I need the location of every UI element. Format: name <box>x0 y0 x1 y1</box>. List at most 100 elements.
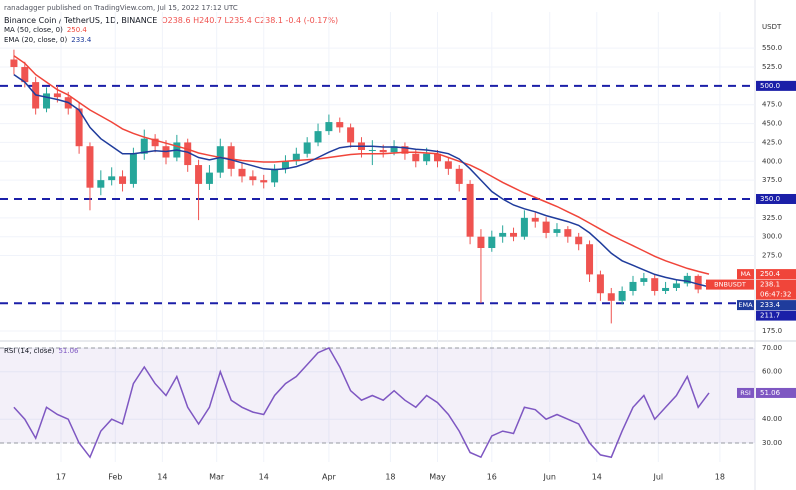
badge-tag-text: EMA <box>738 301 753 309</box>
x-tick-label: Apr <box>322 473 337 482</box>
badge <box>756 300 796 311</box>
candle-body <box>640 278 648 282</box>
candle-body <box>129 153 137 184</box>
legend-name: EMA (20, close, 0) <box>4 36 67 44</box>
candle-body <box>184 142 192 166</box>
badge-text: 250.4 <box>760 270 781 278</box>
y-tick-label: 550.0 <box>762 44 782 52</box>
x-tick-label: Feb <box>108 473 122 482</box>
candle-body <box>423 153 431 162</box>
y-tick-label: 525.0 <box>762 63 782 71</box>
candle-body <box>488 236 496 249</box>
y-tick-label: 475.0 <box>762 101 782 109</box>
candle-body <box>542 221 550 233</box>
y-tick-label: 300.0 <box>762 233 782 241</box>
symbol: Binance Coin / TetherUS, 1D, BINANCE <box>4 16 157 25</box>
candle-body <box>401 146 409 154</box>
badge <box>756 269 796 280</box>
badge-text: 211.7 <box>760 312 780 320</box>
x-tick-label: 16 <box>487 473 497 482</box>
candle-body <box>140 138 148 154</box>
rsi-legend: RSI (14, close) 51.06 <box>4 347 79 355</box>
y-tick-label: 275.0 <box>762 252 782 260</box>
candle-body <box>151 138 159 147</box>
badge-text: 238.1 <box>760 281 780 289</box>
candle-body <box>368 149 376 151</box>
badge-tag-text: BNBUSDT <box>714 281 746 289</box>
candle-body <box>520 217 528 237</box>
candle-body <box>53 93 61 98</box>
x-tick-label: 14 <box>157 473 167 482</box>
candle-body <box>303 142 311 154</box>
indicator-line <box>13 73 710 288</box>
candle-body <box>531 217 539 222</box>
y-tick-label: 425.0 <box>762 138 782 146</box>
candle-body <box>672 283 680 288</box>
candle-body <box>477 236 485 249</box>
badge <box>756 279 796 300</box>
x-tick-label: Jul <box>653 473 664 482</box>
badge-tag <box>737 387 754 398</box>
candle-body <box>434 153 442 162</box>
candle-body <box>379 149 387 153</box>
x-tick-label: May <box>429 473 446 482</box>
y-tick-label: 400.0 <box>762 157 782 165</box>
x-tick-label: Mar <box>209 473 225 482</box>
candle-body <box>86 146 94 188</box>
candle-body <box>281 161 289 169</box>
candle-body <box>662 287 670 291</box>
candle-body <box>651 278 659 291</box>
x-tick-label: 18 <box>715 473 725 482</box>
candle-body <box>108 176 116 181</box>
candle-body <box>347 127 355 143</box>
candle-body <box>596 274 604 294</box>
candle-body <box>390 146 398 153</box>
badge-tag-text: MA <box>740 270 751 278</box>
candle-body <box>510 232 518 237</box>
candle-body <box>564 229 572 237</box>
candle-body <box>238 168 246 177</box>
candle-body <box>260 180 268 183</box>
legend-name: RSI (14, close) <box>4 347 55 355</box>
badge <box>756 80 796 91</box>
rsi-band <box>0 347 755 443</box>
candle-body <box>325 122 333 132</box>
y-tick-label: 70.00 <box>762 344 782 352</box>
legend-value: 51.06 <box>58 347 79 355</box>
candle-body <box>75 108 83 147</box>
candle-body <box>314 131 322 143</box>
candle-body <box>10 59 18 68</box>
y-tick-label: 40.00 <box>762 415 782 423</box>
ohlc: O238.6 H240.7 L235.4 C238.1 -0.4 (-0.17%… <box>161 16 338 25</box>
candle-body <box>119 176 127 184</box>
x-tick-label: Jun <box>542 473 556 482</box>
badge-text: 51.06 <box>760 389 781 397</box>
legend-name: MA (50, close, 0) <box>4 26 63 34</box>
badge <box>756 310 796 321</box>
candle-body <box>216 146 224 173</box>
y-tick-label: 325.0 <box>762 214 782 222</box>
candle-body <box>575 236 583 245</box>
legend-entry: MA (50, close, 0) 250.4 <box>4 26 87 34</box>
candle-body <box>466 183 474 237</box>
indicator-line <box>13 346 710 459</box>
candle-body <box>205 172 213 184</box>
x-tick-label: 18 <box>385 473 395 482</box>
badge-text: 350.0 <box>760 195 780 203</box>
x-tick-label: 14 <box>259 473 269 482</box>
badge-tag <box>737 300 754 311</box>
candle-body <box>683 275 691 284</box>
candle-body <box>553 229 561 233</box>
x-tick-label: 17 <box>56 473 66 482</box>
badge <box>756 193 796 204</box>
candle-body <box>21 67 29 83</box>
badge-text: 233.4 <box>760 301 781 309</box>
publisher: ranadagger published on TradingView.com,… <box>4 4 238 12</box>
y-axis-unit: USDT <box>762 23 782 31</box>
legend-value: 233.4 <box>71 36 92 44</box>
badge-text: 500.0 <box>760 82 780 90</box>
candle-body <box>629 281 637 291</box>
y-tick-label: 30.00 <box>762 439 782 447</box>
candle-body <box>586 244 594 275</box>
